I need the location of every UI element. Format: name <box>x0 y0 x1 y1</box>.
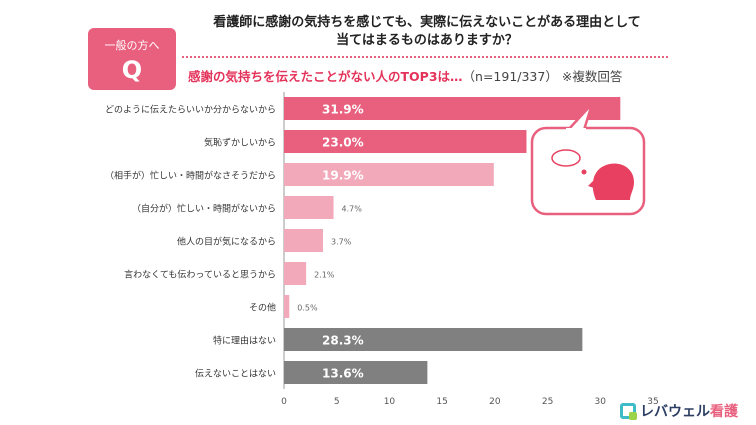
x-tick-label: 20 <box>489 397 501 407</box>
category-label: その他 <box>249 302 276 314</box>
speech-bubble-tail-mask <box>566 128 586 132</box>
category-label: 他人の目が気になるから <box>177 236 276 248</box>
data-label: 19.9% <box>322 169 364 183</box>
title-divider <box>182 56 668 58</box>
data-label: 0.5% <box>297 304 318 313</box>
subtitle-highlight: 感謝の気持ちを伝えたことがない人のTOP3は… <box>188 69 463 84</box>
brand-logo: レバウェル 看護 <box>620 400 738 422</box>
bar <box>284 262 307 285</box>
data-label: 23.0% <box>322 136 364 150</box>
data-label: 31.9% <box>322 103 364 117</box>
chart-title-line1: 看護師に感謝の気持ちを感じても、実際に伝えないことがある理由として <box>213 15 641 30</box>
x-tick-label: 30 <box>595 397 607 407</box>
x-tick-label: 0 <box>281 397 287 407</box>
x-tick-label: 5 <box>334 397 340 407</box>
thought-dot-icon <box>581 169 587 175</box>
badge-label: 一般の方へ <box>104 39 160 52</box>
category-label: 特に理由はない <box>213 335 276 347</box>
thinking-head-icon <box>592 163 634 200</box>
x-tick-label: 35 <box>647 397 658 407</box>
data-label: 3.7% <box>331 238 352 247</box>
bar <box>284 163 494 186</box>
bar <box>284 328 583 351</box>
x-tick-label: 10 <box>384 397 396 407</box>
bar <box>284 229 324 252</box>
logo-brand-text: レバウェル <box>640 404 710 420</box>
category-label: 気恥ずかしいから <box>204 137 276 149</box>
chart-title: 看護師に感謝の気持ちを感じても、実際に伝えないことがある理由として 当てはまるも… <box>188 14 666 50</box>
bar <box>284 196 334 219</box>
chart-title-line2: 当てはまるものはありますか？ <box>336 33 518 48</box>
bar <box>284 130 527 153</box>
subtitle-multi-answer: ※複数回答 <box>561 69 623 84</box>
logo-mark-icon <box>620 403 637 420</box>
category-label: どのように伝えたらいいか分からないから <box>105 105 276 116</box>
x-tick-label: 15 <box>436 397 447 407</box>
category-label: （相手が）忙しい・時間がなさそうだから <box>105 170 276 182</box>
category-label: 言わなくても伝わっていると思うから <box>124 269 276 281</box>
data-label: 13.6% <box>322 367 364 381</box>
question-badge: 一般の方へ Q <box>88 28 176 90</box>
category-label: （自分が）忙しい・時間がないから <box>132 203 276 215</box>
thinking-head-nose-icon <box>588 180 594 188</box>
data-label: 2.1% <box>314 271 335 280</box>
subtitle-sample-size: （n=191/337） <box>462 69 558 84</box>
thought-cloud-icon <box>551 149 581 167</box>
bar <box>284 361 428 384</box>
bar <box>284 97 621 120</box>
data-label: 4.7% <box>342 205 363 214</box>
x-tick-label: 25 <box>542 397 553 407</box>
badge-letter: Q <box>121 56 143 84</box>
category-label: 伝えないことはない <box>195 369 276 380</box>
logo-brand-text-2: 看護 <box>710 404 738 420</box>
data-label: 28.3% <box>322 334 364 348</box>
chart-subtitle: 感謝の気持ちを伝えたことがない人のTOP3は…（n=191/337） ※複数回答 <box>188 66 622 85</box>
bar <box>284 295 290 318</box>
